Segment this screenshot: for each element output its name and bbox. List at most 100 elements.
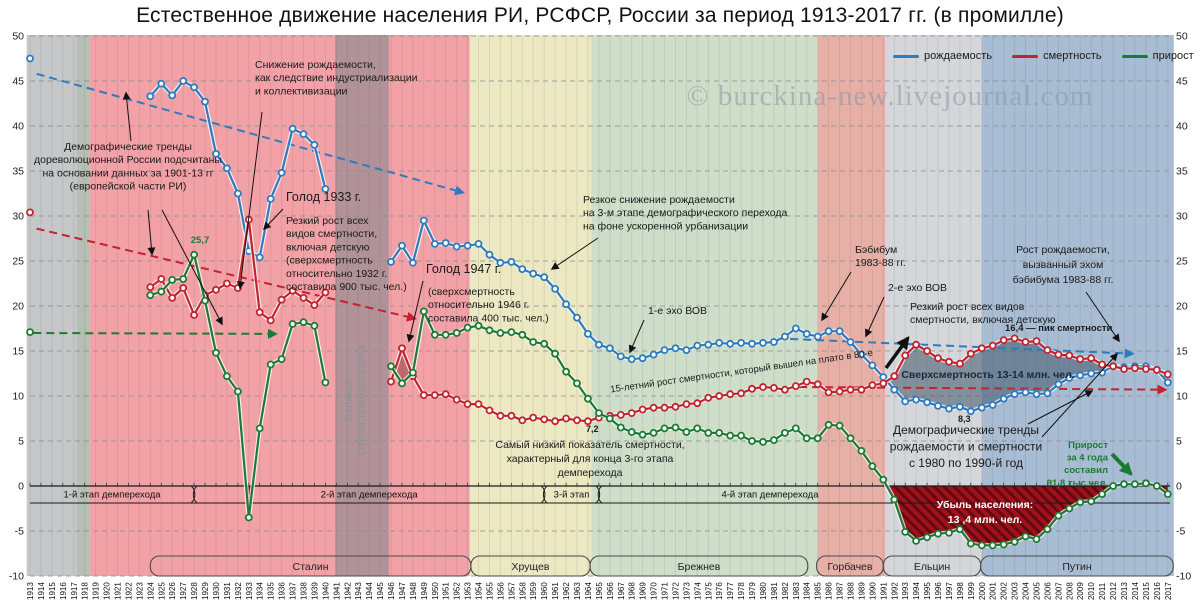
svg-text:1942: 1942 xyxy=(343,582,352,600)
y-tick-left-45: 45 xyxy=(12,76,24,88)
trend-increase-prerev xyxy=(33,328,278,339)
ann-first-echo-wwii: 1-е эхо ВОВ xyxy=(628,305,707,354)
ann-famine1947-title: Голод 1947 г. xyxy=(406,262,501,343)
svg-text:2003: 2003 xyxy=(1011,582,1020,600)
svg-text:1947: 1947 xyxy=(398,582,407,600)
y-tick-left-30: 30 xyxy=(12,211,24,223)
svg-text:Сталин: Сталин xyxy=(293,561,329,573)
svg-text:1999: 1999 xyxy=(967,582,976,600)
svg-text:2006: 2006 xyxy=(1043,582,1052,600)
ann-famine1933-title: Голод 1933 г. xyxy=(262,190,361,231)
svg-text:1915: 1915 xyxy=(48,582,57,600)
svg-text:1933: 1933 xyxy=(245,582,254,600)
y-tick-left-0: 0 xyxy=(18,481,24,493)
svg-text:1988: 1988 xyxy=(847,582,856,600)
svg-text:1982: 1982 xyxy=(781,582,790,600)
svg-text:2009: 2009 xyxy=(1076,582,1085,600)
svg-text:2000: 2000 xyxy=(978,582,987,600)
svg-text:1948: 1948 xyxy=(409,582,418,600)
svg-text:1998: 1998 xyxy=(956,582,965,600)
y-tick-right-40: 40 xyxy=(1176,121,1188,133)
svg-text:Снижение рождаемости,как следс: Снижение рождаемости, как следствие индус… xyxy=(255,59,418,97)
ann-increase-4yrs: Прирост за 4 года составил 91,8 тыс.чел. xyxy=(1047,440,1133,489)
svg-text:7,2: 7,2 xyxy=(586,424,599,434)
svg-text:8,3: 8,3 xyxy=(958,414,971,424)
svg-text:1986: 1986 xyxy=(825,582,834,600)
svg-text:1951: 1951 xyxy=(442,582,451,600)
svg-text:1977: 1977 xyxy=(726,582,735,600)
legend-item-increase: прирост xyxy=(1121,50,1194,62)
svg-text:1985: 1985 xyxy=(814,582,823,600)
svg-text:1959: 1959 xyxy=(529,582,538,600)
legend-item-births: рождаемость xyxy=(893,50,992,62)
svg-text:1924: 1924 xyxy=(146,582,155,600)
svg-text:1953: 1953 xyxy=(464,582,473,600)
watermark: © burckina-new.livejournal.com xyxy=(686,80,1094,112)
svg-text:1967: 1967 xyxy=(617,582,626,600)
svg-text:1970: 1970 xyxy=(650,582,659,600)
svg-text:Хрущев: Хрущев xyxy=(512,561,550,573)
svg-text:1940: 1940 xyxy=(321,582,330,600)
y-tick-right-10: 10 xyxy=(1176,391,1188,403)
svg-text:1964: 1964 xyxy=(584,582,593,600)
ann-prerev-trends: Демографические тренды дореволюционной Ро… xyxy=(34,91,223,326)
ann-min-births-83: 8,3 xyxy=(958,414,971,424)
svg-text:1978: 1978 xyxy=(737,582,746,600)
y-tick-right-50: 50 xyxy=(1176,31,1188,43)
ann-peak-increase-257: 25,7 xyxy=(191,235,210,246)
trend-births-prerev xyxy=(36,72,466,196)
svg-text:1966: 1966 xyxy=(606,582,615,600)
svg-text:1922: 1922 xyxy=(125,582,134,600)
svg-text:1962: 1962 xyxy=(562,582,571,600)
page-title: Естественное движение населения РИ, РСФС… xyxy=(136,4,1064,27)
svg-text:1979: 1979 xyxy=(748,582,757,600)
svg-text:2007: 2007 xyxy=(1054,582,1063,600)
ann-urbanization: Резкое снижение рождаемости на 3-м этапе … xyxy=(550,194,787,270)
ann-mortality-peak: 16,4 — пик смертности xyxy=(1005,323,1113,334)
y-tick-left-10: 10 xyxy=(12,391,24,403)
svg-text:2015: 2015 xyxy=(1142,582,1151,600)
legend: рождаемость смертность прирост xyxy=(893,50,1194,62)
svg-text:1913: 1913 xyxy=(26,582,35,600)
svg-text:1994: 1994 xyxy=(912,582,921,600)
svg-text:1916: 1916 xyxy=(59,582,68,600)
y-tick-left--5: -5 xyxy=(15,526,24,538)
ann-birth-decline: Снижение рождаемости, как следствие индус… xyxy=(236,59,418,290)
births-line-swatch xyxy=(893,54,919,58)
svg-text:Голод 1947 г.: Голод 1947 г. xyxy=(426,262,501,276)
svg-text:ВеликаяОтечественная война: ВеликаяОтечественная война xyxy=(343,344,368,456)
svg-text:1944: 1944 xyxy=(365,582,374,600)
stage-divider-3 xyxy=(595,485,603,504)
ann-trends-1980-90: Демографические тренды рождаемости и смер… xyxy=(890,352,1119,470)
svg-text:1932: 1932 xyxy=(234,582,243,600)
svg-text:1984: 1984 xyxy=(803,582,812,600)
svg-text:1923: 1923 xyxy=(135,582,144,600)
deaths-line-swatch xyxy=(1012,54,1039,58)
stage-label-2: 2-й этап демперехода xyxy=(321,490,419,501)
svg-text:1974: 1974 xyxy=(693,582,702,600)
svg-text:Брежнев: Брежнев xyxy=(678,561,721,573)
svg-text:2001: 2001 xyxy=(989,582,998,600)
svg-text:1939: 1939 xyxy=(310,582,319,600)
svg-text:1917: 1917 xyxy=(70,582,79,600)
svg-text:1914: 1914 xyxy=(37,582,46,600)
ann-mortality-rise-90s: Резкий рост всех видов смертности, включа… xyxy=(884,301,1056,370)
y-tick-left-15: 15 xyxy=(12,346,24,358)
x-axis-year-labels: 1913 1914 1915 1916 1917 1918 1919 1920 1921 1922… xyxy=(26,582,1173,600)
svg-text:1935: 1935 xyxy=(267,582,276,600)
y-tick-left-5: 5 xyxy=(18,436,24,448)
svg-text:1995: 1995 xyxy=(923,582,932,600)
svg-text:1946: 1946 xyxy=(387,582,396,600)
legend-label-births: рождаемость xyxy=(924,50,993,62)
svg-text:2012: 2012 xyxy=(1109,582,1118,600)
svg-text:2-е эхо ВОВ: 2-е эхо ВОВ xyxy=(888,282,947,294)
svg-text:1952: 1952 xyxy=(453,582,462,600)
svg-text:2002: 2002 xyxy=(1000,582,1009,600)
